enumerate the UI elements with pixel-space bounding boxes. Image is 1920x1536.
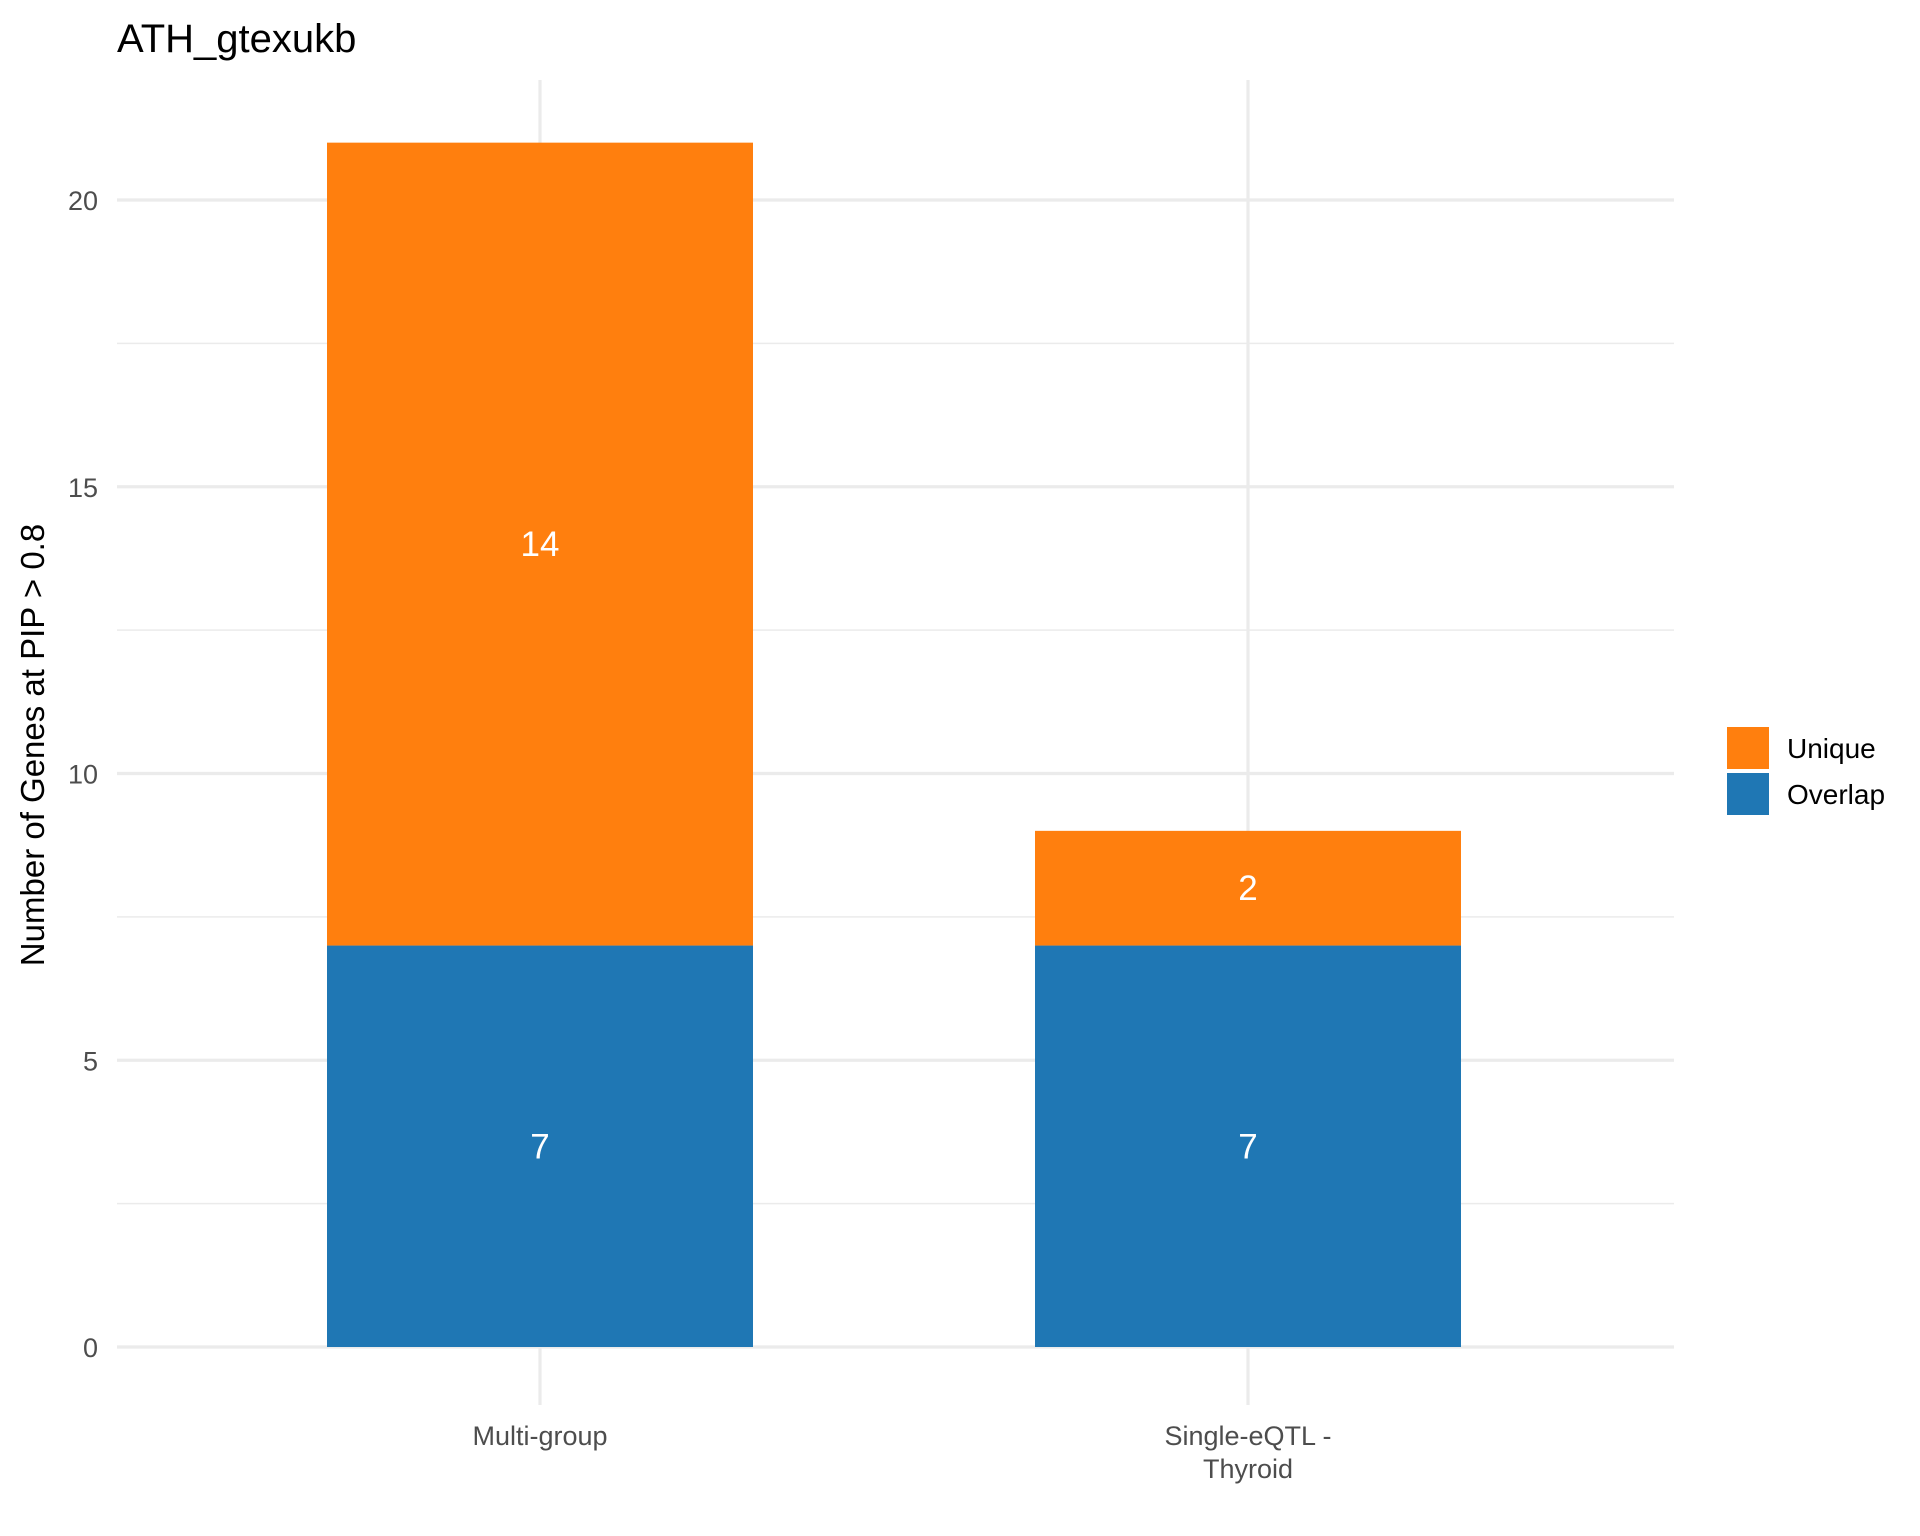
bar-value-label: 2: [1238, 869, 1257, 908]
y-tick-label: 0: [83, 1333, 98, 1363]
bar-value-label: 7: [1238, 1127, 1257, 1166]
bar-overlap-single-eqtl: [1035, 945, 1461, 1347]
y-tick-label: 15: [68, 473, 98, 503]
y-tick-label: 20: [68, 186, 98, 216]
bars: [327, 142, 1461, 1347]
bar-labels: 7 14 7 2: [521, 525, 1258, 1166]
bar-unique-multi-group: [327, 142, 753, 946]
legend-label-unique: Unique: [1787, 733, 1876, 764]
legend: Unique Overlap: [1727, 727, 1885, 815]
x-tick-label: Multi-group: [472, 1421, 607, 1451]
y-tick-label: 10: [68, 760, 98, 790]
chart-title: ATH_gtexukb: [117, 17, 356, 61]
axes: 0 5 10 15 20 Multi-group Single-eQTL -Thyroid: [68, 186, 1332, 1484]
y-tick-label: 5: [83, 1046, 98, 1076]
bar-value-label: 14: [521, 525, 560, 564]
legend-label-overlap: Overlap: [1787, 779, 1885, 810]
x-tick-label: Single-eQTL -Thyroid: [1164, 1421, 1331, 1484]
legend-swatch-unique: [1727, 727, 1769, 769]
bar-unique-single-eqtl: [1035, 830, 1461, 946]
bar-value-label: 7: [530, 1127, 549, 1166]
bar-overlap-multi-group: [327, 945, 753, 1347]
legend-swatch-overlap: [1727, 773, 1769, 815]
y-axis-title: Number of Genes at PIP > 0.8: [14, 524, 51, 966]
